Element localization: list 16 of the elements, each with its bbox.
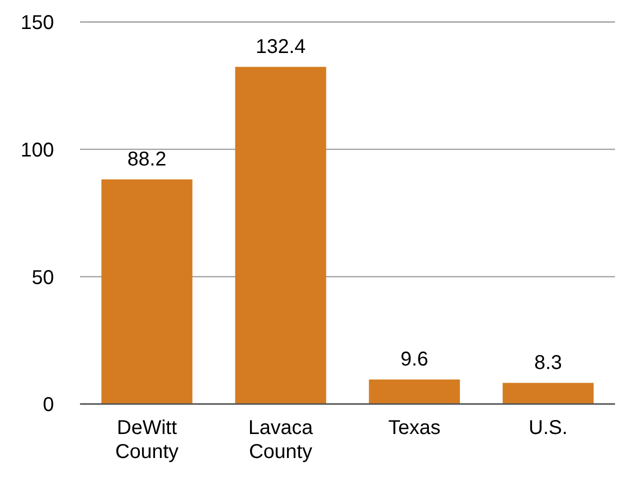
- x-tick-label: DeWitt County: [115, 417, 179, 463]
- data-label: 8.3: [534, 352, 562, 374]
- data-label: 88.2: [127, 148, 166, 170]
- x-tick-label: Lavaca County: [248, 417, 314, 463]
- x-tick-label: U.S.: [528, 417, 568, 439]
- bar: [101, 179, 192, 404]
- y-tick-label: 150: [20, 12, 54, 34]
- x-tick-label: Texas: [388, 417, 440, 439]
- bar: [235, 66, 326, 404]
- data-label: 132.4: [256, 36, 306, 58]
- y-tick-label: 100: [20, 139, 54, 162]
- bar: [368, 380, 460, 404]
- y-tick-label: 0: [42, 394, 54, 416]
- data-label: 9.6: [400, 348, 428, 371]
- y-tick-label: 50: [32, 266, 54, 289]
- bar: [502, 382, 594, 404]
